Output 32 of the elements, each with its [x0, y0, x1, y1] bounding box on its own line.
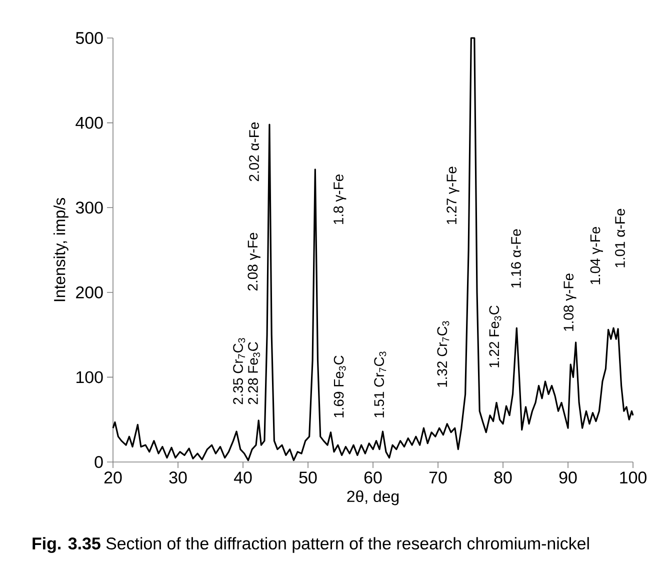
annotation: 1.8 γ-Fe — [334, 174, 346, 224]
y-tick-label: 300 — [76, 202, 103, 214]
annotation: 1.22 Fe$_{3}$C — [489, 306, 502, 368]
text: Fig. 3.35 Section of the diffraction pattern of the research chromium-nickel — [32, 537, 589, 553]
x-tick-label: 50 — [299, 472, 317, 484]
x-tick-label: 80 — [494, 472, 512, 484]
x-tick-label: 20 — [104, 472, 122, 484]
annotation: 1.16 α-Fe — [511, 229, 521, 288]
y-tick-label: 0 — [94, 456, 103, 468]
x-tick-label: 40 — [234, 472, 252, 484]
x-tick-label: 60 — [364, 472, 382, 484]
y-tick-label: 400 — [76, 116, 103, 129]
annotation: 1.51 Cr$_{7}$C$_{3}$ — [374, 352, 386, 418]
annotation: 2.35 Cr$_{7}$C$_{3}$ — [233, 338, 246, 404]
annotation: 1.27 γ-Fe — [446, 166, 460, 224]
y-tick-label: 100 — [76, 371, 103, 384]
x-tick-label: 90 — [559, 472, 577, 484]
x-tick-label: 30 — [169, 472, 187, 484]
annotation: 1.01 α-Fe — [615, 208, 625, 268]
x-tick-label: 100 — [620, 472, 646, 484]
x-tick-label: 70 — [429, 472, 447, 484]
annotation: 1.32 Cr$_{7}$C$_{3}$ — [437, 321, 450, 387]
annotation: 1.69 Fe$_{3}$C — [334, 356, 346, 418]
x-axis-title: 2θ, deg — [347, 490, 399, 506]
annotation: 1.04 γ-Fe — [590, 226, 603, 284]
y-tick-label: 500 — [76, 32, 103, 44]
annotation: 2.08 γ-Fe — [248, 232, 260, 290]
y-tick-label: 200 — [76, 286, 103, 298]
annotation: 2.28 Fe$_{3}$C — [248, 342, 260, 404]
annotation: 2.02 α-Fe — [249, 122, 259, 182]
y-axis-title: Intensity, imp/s — [54, 198, 68, 302]
annotation: 1.08 γ-Fe — [564, 274, 576, 331]
